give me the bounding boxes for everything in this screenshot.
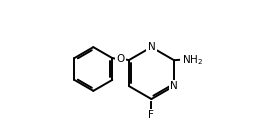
Text: N: N: [170, 81, 178, 91]
Text: O: O: [116, 54, 125, 64]
Text: NH$_2$: NH$_2$: [182, 53, 203, 67]
Text: F: F: [148, 110, 154, 120]
Text: N: N: [147, 42, 155, 52]
